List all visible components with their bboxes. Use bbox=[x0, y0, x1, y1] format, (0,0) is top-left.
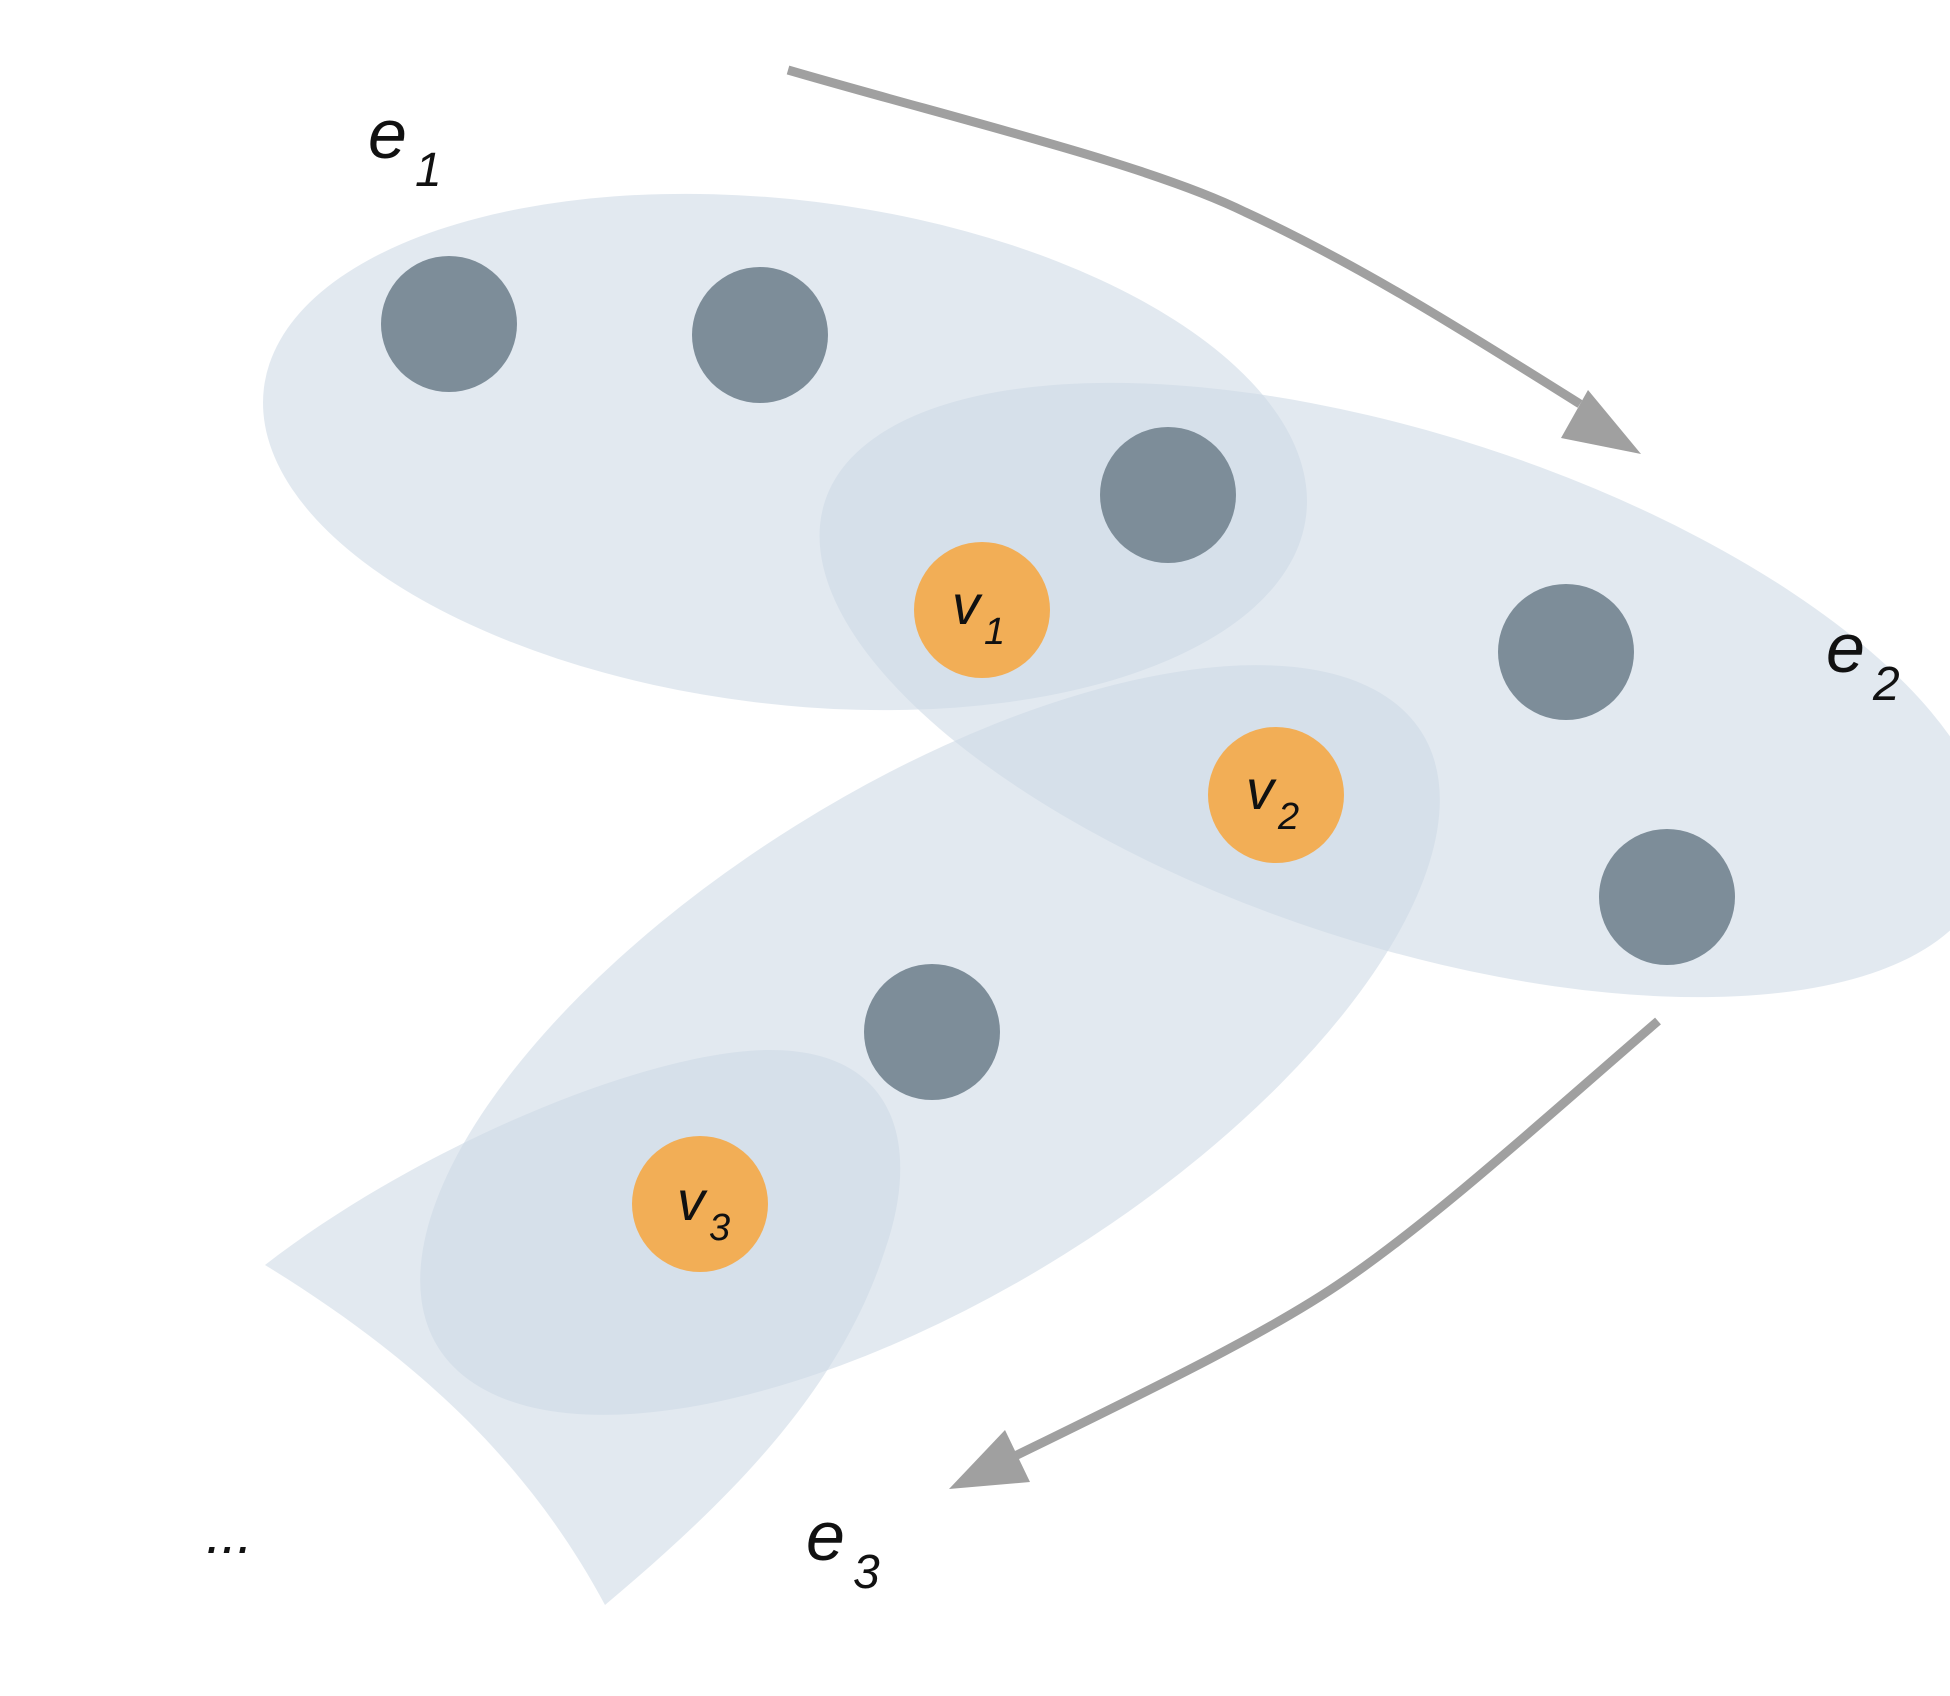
hyperedge-e4-partial bbox=[265, 1050, 901, 1605]
label-v3-base: v bbox=[677, 1169, 708, 1232]
label-v2-base: v bbox=[1246, 758, 1277, 821]
arrow-e2-to-e3 bbox=[1013, 1017, 1661, 1461]
vertex-gray bbox=[864, 964, 1000, 1100]
vertex-gray bbox=[1498, 584, 1634, 720]
vertex-v3 bbox=[632, 1136, 768, 1272]
arrow-e1-to-e2 bbox=[786, 65, 1583, 408]
vertex-gray bbox=[381, 256, 517, 392]
vertices bbox=[381, 256, 1735, 1272]
label-e3-sub: 3 bbox=[853, 1546, 880, 1599]
arrowhead-e2-icon bbox=[1561, 390, 1641, 454]
vertex-gray bbox=[1100, 427, 1236, 563]
label-v1-sub: 1 bbox=[984, 611, 1005, 653]
vertex-gray bbox=[1599, 829, 1735, 965]
label-e1-base: e bbox=[368, 95, 407, 173]
label-e2-base: e bbox=[1826, 609, 1865, 687]
arrows bbox=[786, 65, 1661, 1489]
vertex-v2 bbox=[1208, 727, 1344, 863]
arrowhead-e3-icon bbox=[949, 1430, 1030, 1489]
label-e3-base: e bbox=[806, 1497, 845, 1575]
label-e1-sub: 1 bbox=[415, 144, 442, 197]
vertex-gray bbox=[692, 267, 828, 403]
vertex-v1 bbox=[914, 542, 1050, 678]
label-v1-base: v bbox=[952, 573, 983, 636]
label-e2-sub: 2 bbox=[1872, 658, 1900, 711]
label-v2-sub: 2 bbox=[1277, 796, 1299, 838]
label-v3-sub: 3 bbox=[709, 1207, 730, 1249]
ellipsis-label: ... bbox=[206, 1502, 253, 1565]
